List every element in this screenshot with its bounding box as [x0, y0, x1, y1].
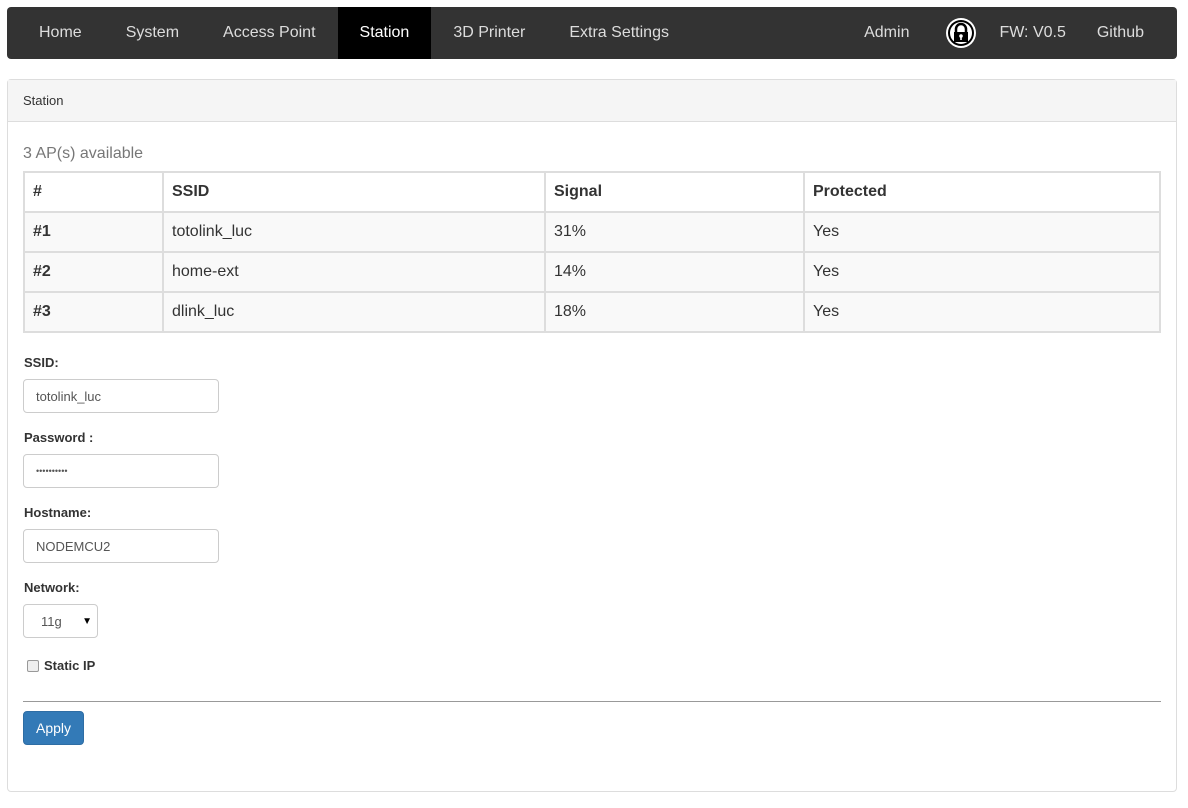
nav-access-point[interactable]: Access Point [223, 24, 316, 41]
cell: 18% [544, 291, 805, 333]
hostname-input[interactable]: NODEMCU2 [23, 529, 219, 563]
col-signal: Signal [544, 171, 805, 213]
password-input[interactable]: •••••••••• [23, 454, 219, 488]
ap-table: # SSID Signal Protected #1 totolink_luc 31… [23, 171, 1161, 333]
apply-button[interactable]: Apply [23, 711, 85, 745]
nav-admin[interactable]: Admin [864, 24, 910, 41]
nav-3d-printer[interactable]: 3D Printer [453, 24, 526, 41]
cell: #3 [23, 291, 164, 333]
chevron-down-icon: ▼ [82, 615, 92, 627]
col-ssid: SSID [162, 171, 546, 213]
cell: totolink_luc [162, 211, 546, 253]
password-label: Password : [24, 430, 94, 445]
col-protected: Protected [803, 171, 1161, 213]
cell: dlink_luc [162, 291, 546, 333]
ssid-label: SSID: [24, 355, 59, 370]
lock-icon[interactable] [939, 7, 983, 59]
cell: #1 [23, 211, 164, 253]
ssid-input[interactable]: totolink_luc [23, 379, 219, 413]
checkbox-icon[interactable] [27, 659, 39, 672]
nav-station[interactable]: Station [337, 7, 432, 59]
cell: home-ext [162, 251, 546, 293]
cell: Yes [803, 291, 1161, 333]
static-ip-label: Static IP [44, 658, 96, 673]
nav-home[interactable]: Home [39, 24, 82, 41]
firmware-version[interactable]: FW: V0.5 [999, 24, 1066, 41]
table-row[interactable]: #3 dlink_luc 18% Yes [23, 291, 1161, 333]
network-select[interactable]: 11g ▼ [23, 604, 98, 638]
cell: Yes [803, 251, 1161, 293]
ap-count: 3 AP(s) available [23, 145, 144, 162]
cell: 14% [544, 251, 805, 293]
nav-system[interactable]: System [125, 24, 180, 41]
panel-title: Station [8, 80, 1176, 122]
nav-github[interactable]: Github [1096, 24, 1144, 41]
table-row[interactable]: #2 home-ext 14% Yes [23, 251, 1161, 293]
navbar: Home System Access Point Station 3D Prin… [7, 7, 1177, 59]
divider [23, 701, 1161, 702]
nav-extra-settings[interactable]: Extra Settings [569, 24, 669, 41]
col-number: # [23, 171, 164, 213]
static-ip-checkbox[interactable]: Static IP [27, 658, 1161, 673]
network-label: Network: [24, 580, 80, 595]
table-row[interactable]: #1 totolink_luc 31% Yes [23, 211, 1161, 253]
cell: #2 [23, 251, 164, 293]
hostname-label: Hostname: [24, 505, 92, 520]
station-panel: Station 3 AP(s) available # SSID Signal … [7, 79, 1177, 792]
cell: 31% [544, 211, 805, 253]
network-value: 11g [41, 613, 62, 629]
cell: Yes [803, 211, 1161, 253]
